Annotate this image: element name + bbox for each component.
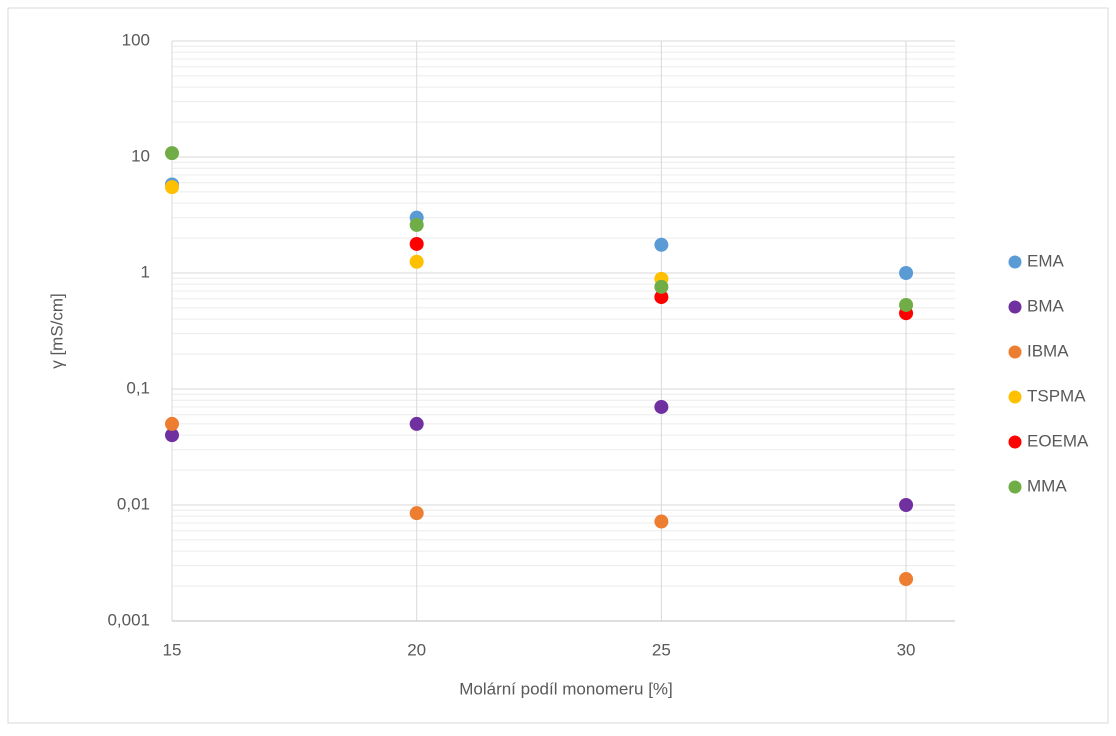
chart-border: [7, 7, 1109, 724]
data-point: [654, 399, 669, 414]
data-point: [654, 237, 669, 252]
y-tick-label: 0,01: [117, 494, 150, 513]
data-point: [165, 416, 179, 431]
data-point: [165, 180, 179, 195]
data-point: [165, 146, 179, 161]
legend-label: EOEMA: [1027, 431, 1089, 450]
legend-marker: [1008, 435, 1022, 449]
data-point: [409, 217, 424, 232]
x-tick-label: 25: [652, 640, 671, 659]
y-tick-label: 0,1: [126, 378, 150, 397]
legend-marker: [1008, 345, 1022, 359]
data-point: [409, 416, 424, 431]
legend-marker: [1008, 480, 1022, 494]
legend-marker: [1008, 255, 1022, 269]
y-tick-label: 0,001: [107, 610, 150, 629]
legend-label: TSPMA: [1027, 386, 1086, 405]
y-axis-title: γ [mS/cm]: [47, 293, 66, 369]
data-point: [165, 428, 179, 443]
y-tick-label: 10: [131, 146, 150, 165]
x-tick-label: 15: [163, 640, 182, 659]
legend-label: EMA: [1027, 251, 1065, 270]
data-point: [654, 279, 669, 294]
y-tick-label: 1: [141, 262, 150, 281]
legend-label: MMA: [1027, 476, 1067, 495]
data-point: [899, 266, 914, 280]
legend-label: BMA: [1027, 296, 1065, 315]
data-point: [899, 572, 914, 587]
data-point: [899, 498, 914, 512]
data-point: [654, 290, 669, 305]
data-point: [409, 254, 424, 269]
y-tick-label: 100: [122, 30, 150, 49]
data-point: [899, 297, 914, 312]
x-tick-label: 20: [407, 640, 426, 659]
x-tick-label: 30: [897, 640, 916, 659]
legend-label: IBMA: [1027, 341, 1069, 360]
x-axis-title: Molární podíl monomeru [%]: [459, 679, 673, 698]
legend-marker: [1008, 390, 1022, 404]
data-point: [654, 514, 669, 529]
data-point: [409, 506, 424, 521]
legend-marker: [1008, 300, 1022, 314]
data-point: [409, 236, 424, 251]
